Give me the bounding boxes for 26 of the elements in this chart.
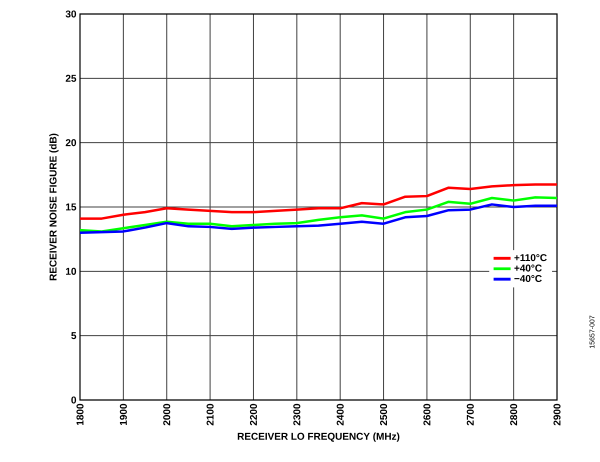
- y-tick-label: 30: [66, 10, 76, 18]
- x-axis-title: RECEIVER LO FREQUENCY (MHz): [238, 432, 400, 442]
- x-tick-label: 2600: [423, 404, 430, 426]
- x-tick-label: 2900: [553, 404, 561, 426]
- legend-label: −40°C: [514, 274, 542, 282]
- legend-label: +110°C: [514, 254, 547, 262]
- y-tick-label: 10: [66, 268, 76, 275]
- x-tick-label: 2800: [510, 404, 518, 426]
- x-tick-label: 1800: [76, 404, 84, 426]
- x-tick-label: 2200: [250, 404, 257, 426]
- x-tick-label: 2000: [163, 404, 170, 426]
- x-tick-label: 2500: [380, 404, 388, 426]
- y-tick-label: 5: [71, 332, 76, 340]
- x-tick-label: 2700: [466, 404, 474, 426]
- line-series: [80, 183, 558, 220]
- x-tick-label: 2100: [206, 404, 214, 426]
- y-tick-label: 0: [71, 396, 76, 404]
- y-axis-title: RECEIVER NOISE FIGURE (dB): [49, 134, 59, 280]
- x-tick-label: 2400: [336, 404, 344, 426]
- y-tick-label: 20: [66, 139, 76, 146]
- line-series: [80, 203, 558, 234]
- y-tick-label: 25: [66, 74, 76, 82]
- y-tick-label: 15: [66, 204, 76, 210]
- x-tick-label: 2300: [293, 404, 300, 426]
- x-tick-label: 1900: [120, 404, 127, 426]
- legend-label: +40°C: [514, 264, 542, 272]
